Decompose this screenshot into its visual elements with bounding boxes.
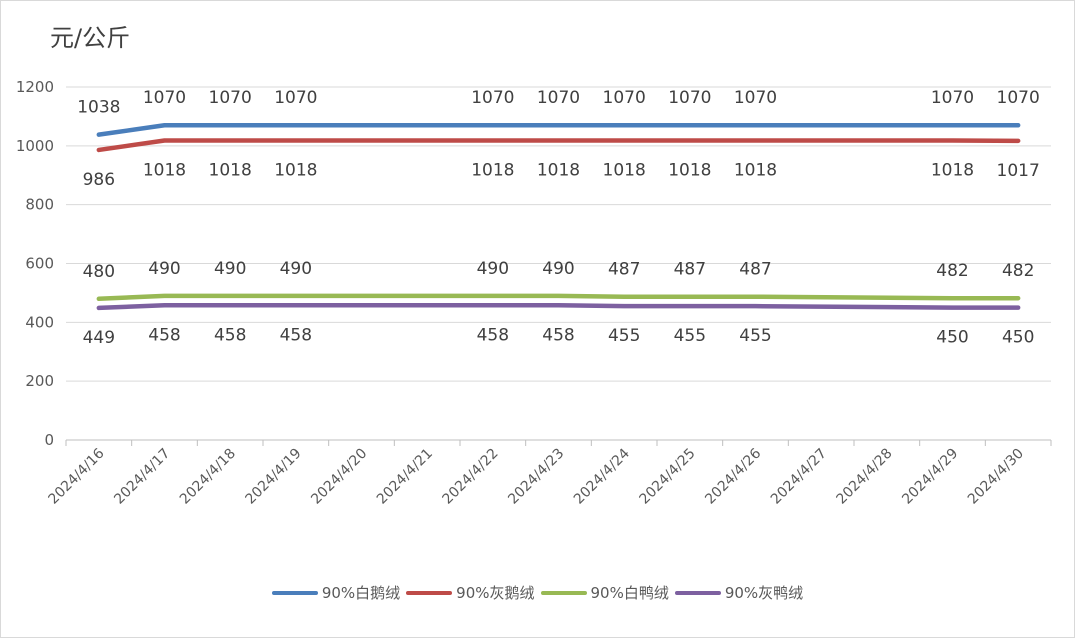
x-tick-label: 2024/4/29 xyxy=(899,446,961,508)
x-tick-label: 2024/4/19 xyxy=(243,446,305,508)
series-line xyxy=(96,303,1021,311)
y-tick-label: 800 xyxy=(25,196,54,214)
data-label: 490 xyxy=(477,259,509,279)
data-label: 458 xyxy=(477,325,509,345)
legend-swatch xyxy=(674,590,721,595)
legend-item-white-goose: 90%白鹅绒 xyxy=(271,582,401,603)
data-label: 487 xyxy=(739,260,771,280)
data-label: 455 xyxy=(739,326,771,346)
x-tick-label: 2024/4/25 xyxy=(637,446,699,508)
x-tick-label: 2024/4/21 xyxy=(374,446,436,508)
x-tick-label: 2024/4/17 xyxy=(111,446,173,508)
x-tick-label: 2024/4/22 xyxy=(440,446,502,508)
x-tick-label: 2024/4/27 xyxy=(768,446,830,508)
data-label: 1070 xyxy=(143,88,186,108)
data-label: 482 xyxy=(1002,261,1034,281)
legend-swatch xyxy=(406,590,453,595)
data-label: 487 xyxy=(674,260,706,280)
data-label: 1070 xyxy=(668,88,711,108)
y-tick-label: 600 xyxy=(25,255,54,273)
x-tick-label: 2024/4/28 xyxy=(834,446,896,508)
data-label: 450 xyxy=(936,328,968,348)
data-label: 1018 xyxy=(537,161,580,181)
y-tick-label: 200 xyxy=(25,372,54,390)
x-tick-label: 2024/4/18 xyxy=(177,446,239,508)
data-label: 1070 xyxy=(537,88,580,108)
data-label: 490 xyxy=(280,259,312,279)
data-label: 450 xyxy=(1002,328,1034,348)
legend-swatch xyxy=(271,590,318,595)
series-line xyxy=(96,138,1021,153)
data-label: 1018 xyxy=(931,161,974,181)
y-tick-label: 1000 xyxy=(16,137,54,155)
data-label: 1070 xyxy=(603,88,646,108)
data-label: 455 xyxy=(674,326,706,346)
data-label: 1018 xyxy=(143,161,186,181)
legend-label: 90%灰鹅绒 xyxy=(456,584,535,602)
data-label: 1018 xyxy=(603,161,646,181)
x-tick-label: 2024/4/24 xyxy=(571,445,633,507)
data-label: 1017 xyxy=(997,161,1040,181)
data-label: 455 xyxy=(608,326,640,346)
x-tick-label: 2024/4/20 xyxy=(308,446,370,508)
legend-item-white-duck: 90%白鸭绒 xyxy=(540,582,669,603)
y-tick-label: 400 xyxy=(25,313,54,331)
y-tick-label: 0 xyxy=(44,431,54,449)
data-label: 1038 xyxy=(77,98,120,118)
data-label: 458 xyxy=(542,325,574,345)
x-tick-label: 2024/4/23 xyxy=(505,446,567,508)
legend-label: 90%白鹅绒 xyxy=(321,584,401,602)
series-line xyxy=(96,122,1021,137)
data-label: 1018 xyxy=(209,161,252,181)
data-label: 1070 xyxy=(209,88,252,108)
data-label: 1070 xyxy=(734,88,777,108)
x-tick-label: 2024/4/30 xyxy=(965,446,1027,508)
data-label: 1070 xyxy=(931,88,974,108)
data-label: 482 xyxy=(936,261,968,281)
legend-item-grey-duck: 90%灰鸭绒 xyxy=(674,582,804,603)
data-label: 490 xyxy=(214,259,246,279)
data-label: 1018 xyxy=(668,161,711,181)
data-label: 1018 xyxy=(274,161,317,181)
legend-swatch xyxy=(540,590,587,595)
x-tick-label: 2024/4/16 xyxy=(46,445,108,507)
data-label: 1070 xyxy=(997,88,1040,108)
y-unit-label: 元/公斤 xyxy=(50,24,131,52)
legend-label: 90%灰鸭绒 xyxy=(724,584,804,602)
data-label: 1018 xyxy=(734,161,777,181)
data-label: 1070 xyxy=(471,88,514,108)
y-tick-label: 1200 xyxy=(16,78,54,96)
data-label: 490 xyxy=(542,259,574,279)
legend-label: 90%白鸭绒 xyxy=(590,584,669,602)
x-tick-label: 2024/4/26 xyxy=(702,445,764,507)
legend-item-grey-goose: 90%灰鹅绒 xyxy=(406,582,535,603)
data-label: 480 xyxy=(83,262,115,282)
data-label: 986 xyxy=(83,170,115,190)
data-label: 449 xyxy=(83,328,115,348)
series-line xyxy=(96,293,1021,302)
data-label: 1018 xyxy=(471,161,514,181)
data-label: 1070 xyxy=(274,88,317,108)
data-label: 458 xyxy=(280,325,312,345)
data-label: 458 xyxy=(214,325,246,345)
data-label: 490 xyxy=(148,259,180,279)
legend: 90%白鹅绒 90%灰鹅绒 90%白鸭绒 90%灰鸭绒 xyxy=(0,582,1075,603)
data-label: 487 xyxy=(608,260,640,280)
data-label: 458 xyxy=(148,325,180,345)
